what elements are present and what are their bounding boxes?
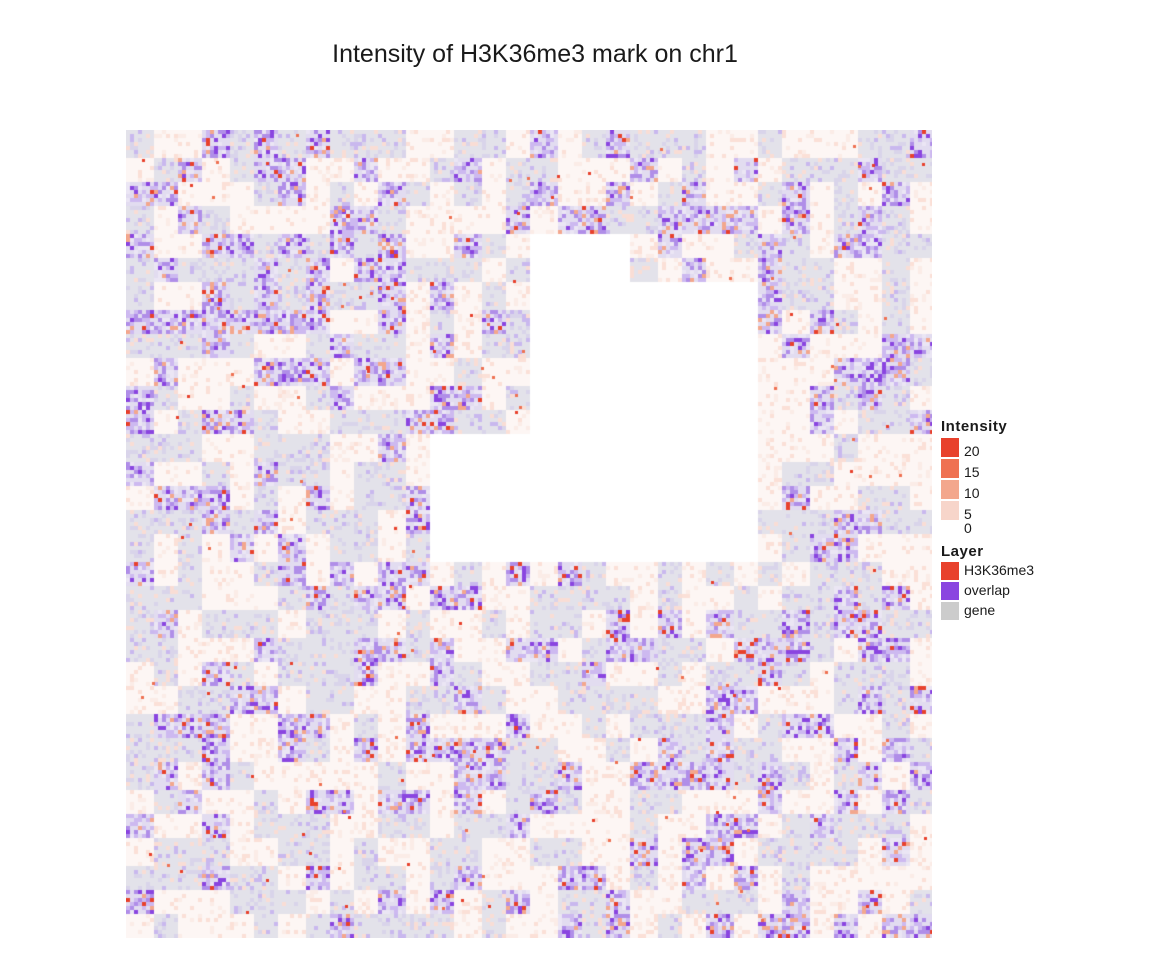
legend-tick-20: 20 [964, 443, 980, 459]
legend-label-overlap: overlap [964, 582, 1010, 598]
legend-swatch-gene [941, 602, 959, 620]
chart-title: Intensity of H3K36me3 mark on chr1 [332, 40, 738, 68]
legend-layer-item-gene: gene [941, 601, 1051, 621]
legend-layer-item-overlap: overlap [941, 581, 1051, 601]
legend-swatch-5 [941, 501, 959, 520]
legend-tick-10: 10 [964, 485, 980, 501]
legend-swatch-h3k36me3 [941, 562, 959, 580]
legend-swatch-overlap [941, 582, 959, 600]
legend-intensity-row-5: 5 [941, 499, 1051, 522]
legend-layer-item-h3k36me3: H3K36me3 [941, 561, 1051, 581]
legend-intensity-title: Intensity [941, 418, 1008, 435]
legend-tick-5: 5 [964, 506, 972, 522]
legend-label-gene: gene [964, 602, 996, 618]
heatmap-plot [126, 130, 932, 938]
legend-intensity-row-15: 15 [941, 457, 1051, 480]
legend-swatch-20 [941, 438, 959, 457]
legend-intensity-row-10: 10 [941, 478, 1051, 501]
legend-tick-15: 15 [964, 464, 980, 480]
legend-intensity-row-20: 20 [941, 436, 1051, 459]
legend-swatch-10 [941, 480, 959, 499]
legend-tick-0: 0 [964, 520, 972, 536]
legend-label-h3k36me3: H3K36me3 [964, 562, 1035, 578]
legend: Intensity 20 15 10 5 0 Layer H3K36me3 ov… [941, 418, 1051, 621]
legend-swatch-15 [941, 459, 959, 478]
legend-layer-title: Layer [941, 543, 984, 560]
